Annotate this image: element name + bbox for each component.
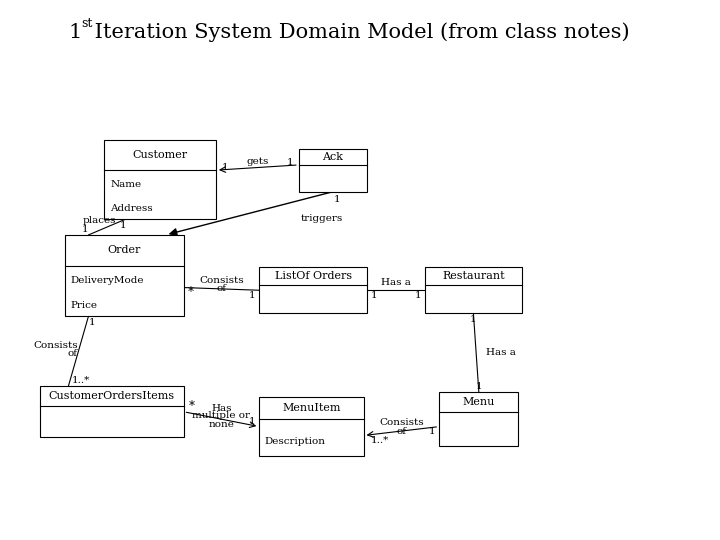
Text: Name: Name [110,180,141,189]
Bar [299,148,367,192]
Text: 1: 1 [287,158,294,167]
Text: 1: 1 [248,417,256,426]
Text: Address: Address [110,205,153,213]
Text: 1: 1 [248,291,256,300]
Text: Consists: Consists [379,418,423,428]
Text: Customer: Customer [132,150,188,160]
Bar [65,235,184,316]
Text: Consists: Consists [199,276,243,285]
Text: Has a: Has a [487,348,516,357]
Text: of: of [397,427,406,436]
Text: Description: Description [265,437,326,446]
Bar [40,386,184,437]
Bar [439,392,518,446]
Text: Iteration System Domain Model (from class notes): Iteration System Domain Model (from clas… [88,23,629,42]
Text: multiple or: multiple or [192,411,251,421]
Text: Has: Has [211,404,232,413]
Text: 1..*: 1..* [72,376,90,385]
Text: DeliveryMode: DeliveryMode [71,276,144,285]
Text: CustomerOrdersItems: CustomerOrdersItems [48,391,175,401]
Text: gets: gets [246,157,269,166]
Text: ListOf Orders: ListOf Orders [274,271,352,281]
Text: Has a: Has a [381,278,411,287]
Text: 1: 1 [371,291,378,300]
Text: 1: 1 [414,291,421,300]
Text: triggers: triggers [301,214,343,223]
Text: 1: 1 [333,195,340,204]
Text: Ack: Ack [323,152,343,161]
Bar [259,397,364,456]
Text: 1..*: 1..* [371,436,389,446]
Text: 1: 1 [89,318,96,327]
Text: *: * [189,400,195,413]
Text: 1: 1 [81,225,89,234]
Text: none: none [209,420,234,429]
Text: 1: 1 [475,382,482,390]
Bar [259,267,367,313]
Text: Order: Order [107,245,141,255]
Text: Restaurant: Restaurant [442,271,505,281]
Text: of: of [217,285,226,293]
Text: 1: 1 [428,428,436,436]
Text: Menu: Menu [463,397,495,407]
Text: 1: 1 [68,23,82,42]
Text: *: * [188,286,194,300]
Bar [104,140,216,219]
Text: 1: 1 [470,315,477,324]
Text: 1: 1 [221,163,228,172]
Text: Consists: Consists [33,341,78,350]
Text: 1: 1 [120,221,127,230]
Text: places: places [82,216,116,225]
Text: st: st [81,17,93,30]
Text: of: of [68,349,78,358]
Text: MenuItem: MenuItem [282,403,341,413]
Text: Price: Price [71,301,98,310]
Bar [425,267,522,313]
